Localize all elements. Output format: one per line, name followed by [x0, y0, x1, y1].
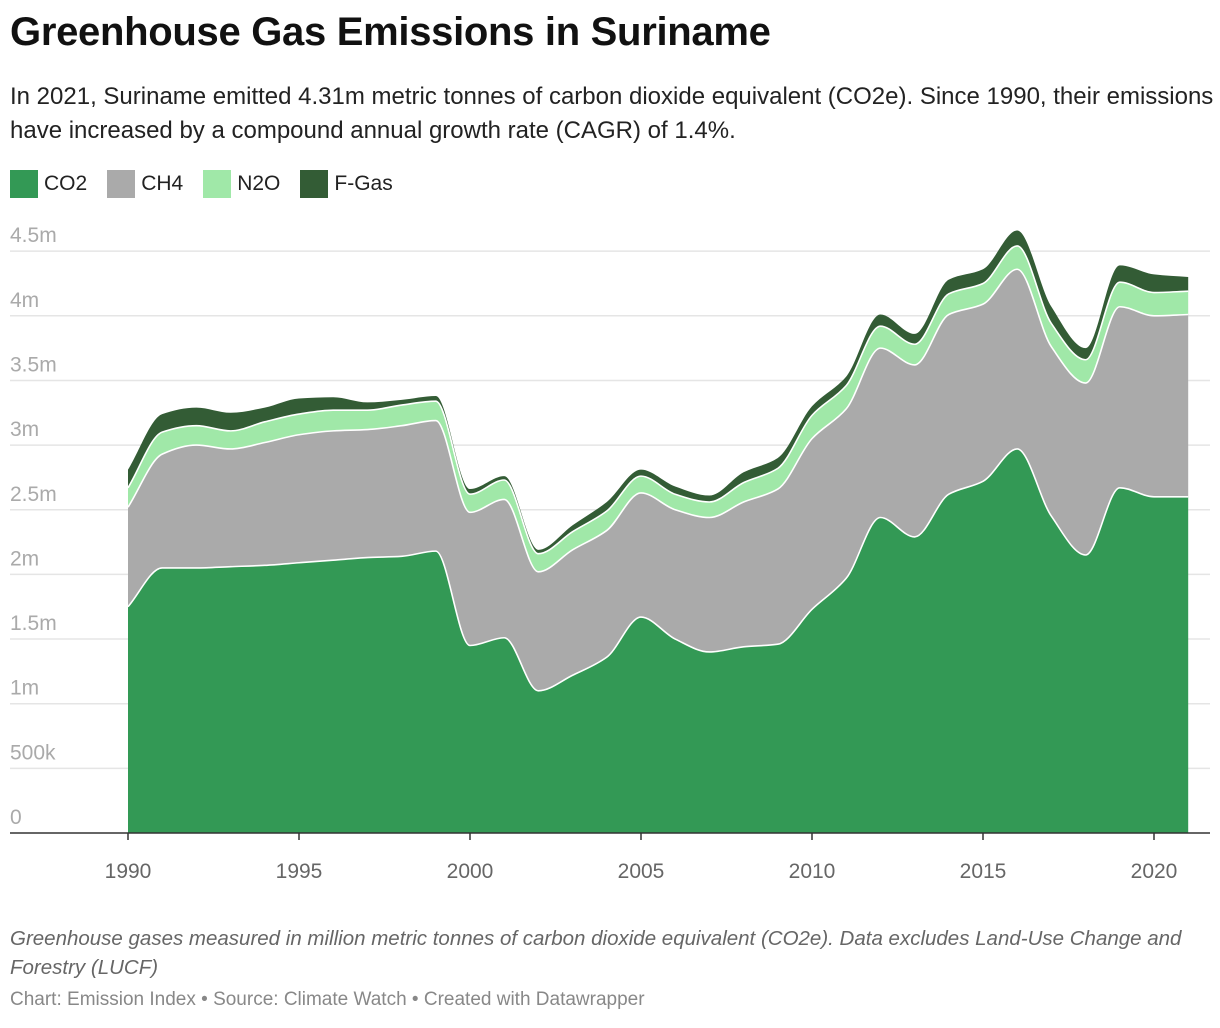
legend-swatch-co2 [10, 170, 38, 198]
chart-title: Greenhouse Gas Emissions in Suriname [10, 10, 771, 54]
chart-subtitle: In 2021, Suriname emitted 4.31m metric t… [10, 83, 1214, 144]
y-tick-label: 3m [10, 418, 39, 441]
area-co2 [128, 448, 1189, 833]
legend-swatch-fgas [300, 170, 329, 198]
legend-label-fgas: F-Gas [334, 172, 393, 195]
x-tick-label: 1995 [276, 860, 323, 883]
area-chart: 0 500k 1m 1.5m 2m 2.5m 3m 3.5m 4m 4.5m 1990 1995 200… [10, 224, 1210, 883]
x-tick-label: 2010 [789, 860, 836, 883]
legend-swatch-n2o [203, 170, 232, 198]
separator-line [127, 448, 1189, 692]
y-tick-label: 2m [10, 547, 39, 570]
y-tick-label: 4.5m [10, 224, 57, 247]
separator-line [127, 268, 1189, 573]
x-tick-label: 2000 [447, 860, 494, 883]
legend-item-ch4: CH4 [107, 170, 183, 198]
legend: CO2 CH4 N2O F-Gas [10, 170, 413, 198]
x-tick-label: 2020 [1131, 860, 1178, 883]
separator-line [127, 245, 1189, 555]
legend-item-co2: CO2 [10, 170, 87, 198]
y-tick-label: 1m [10, 677, 39, 700]
x-tick-label: 2005 [618, 860, 665, 883]
y-tick-label: 2.5m [10, 483, 57, 506]
y-tick-label: 1.5m [10, 612, 57, 635]
y-tick-label: 0 [10, 806, 22, 829]
y-tick-label: 3.5m [10, 353, 57, 376]
legend-label-n2o: N2O [237, 172, 281, 195]
legend-swatch-ch4 [107, 170, 136, 198]
chart-notes: Greenhouse gases measured in million met… [10, 927, 1182, 979]
y-tick-label: 500k [10, 741, 56, 764]
legend-item-n2o: N2O [203, 170, 280, 198]
legend-label-ch4: CH4 [141, 172, 184, 195]
area-ch4 [128, 269, 1189, 691]
legend-item-fgas: F-Gas [300, 170, 393, 198]
x-tick-label: 1990 [105, 860, 152, 883]
legend-label-co2: CO2 [44, 172, 88, 195]
y-tick-label: 4m [10, 289, 39, 312]
chart-credits: Chart: Emission Index • Source: Climate … [10, 989, 645, 1010]
x-tick-label: 2015 [960, 860, 1007, 883]
